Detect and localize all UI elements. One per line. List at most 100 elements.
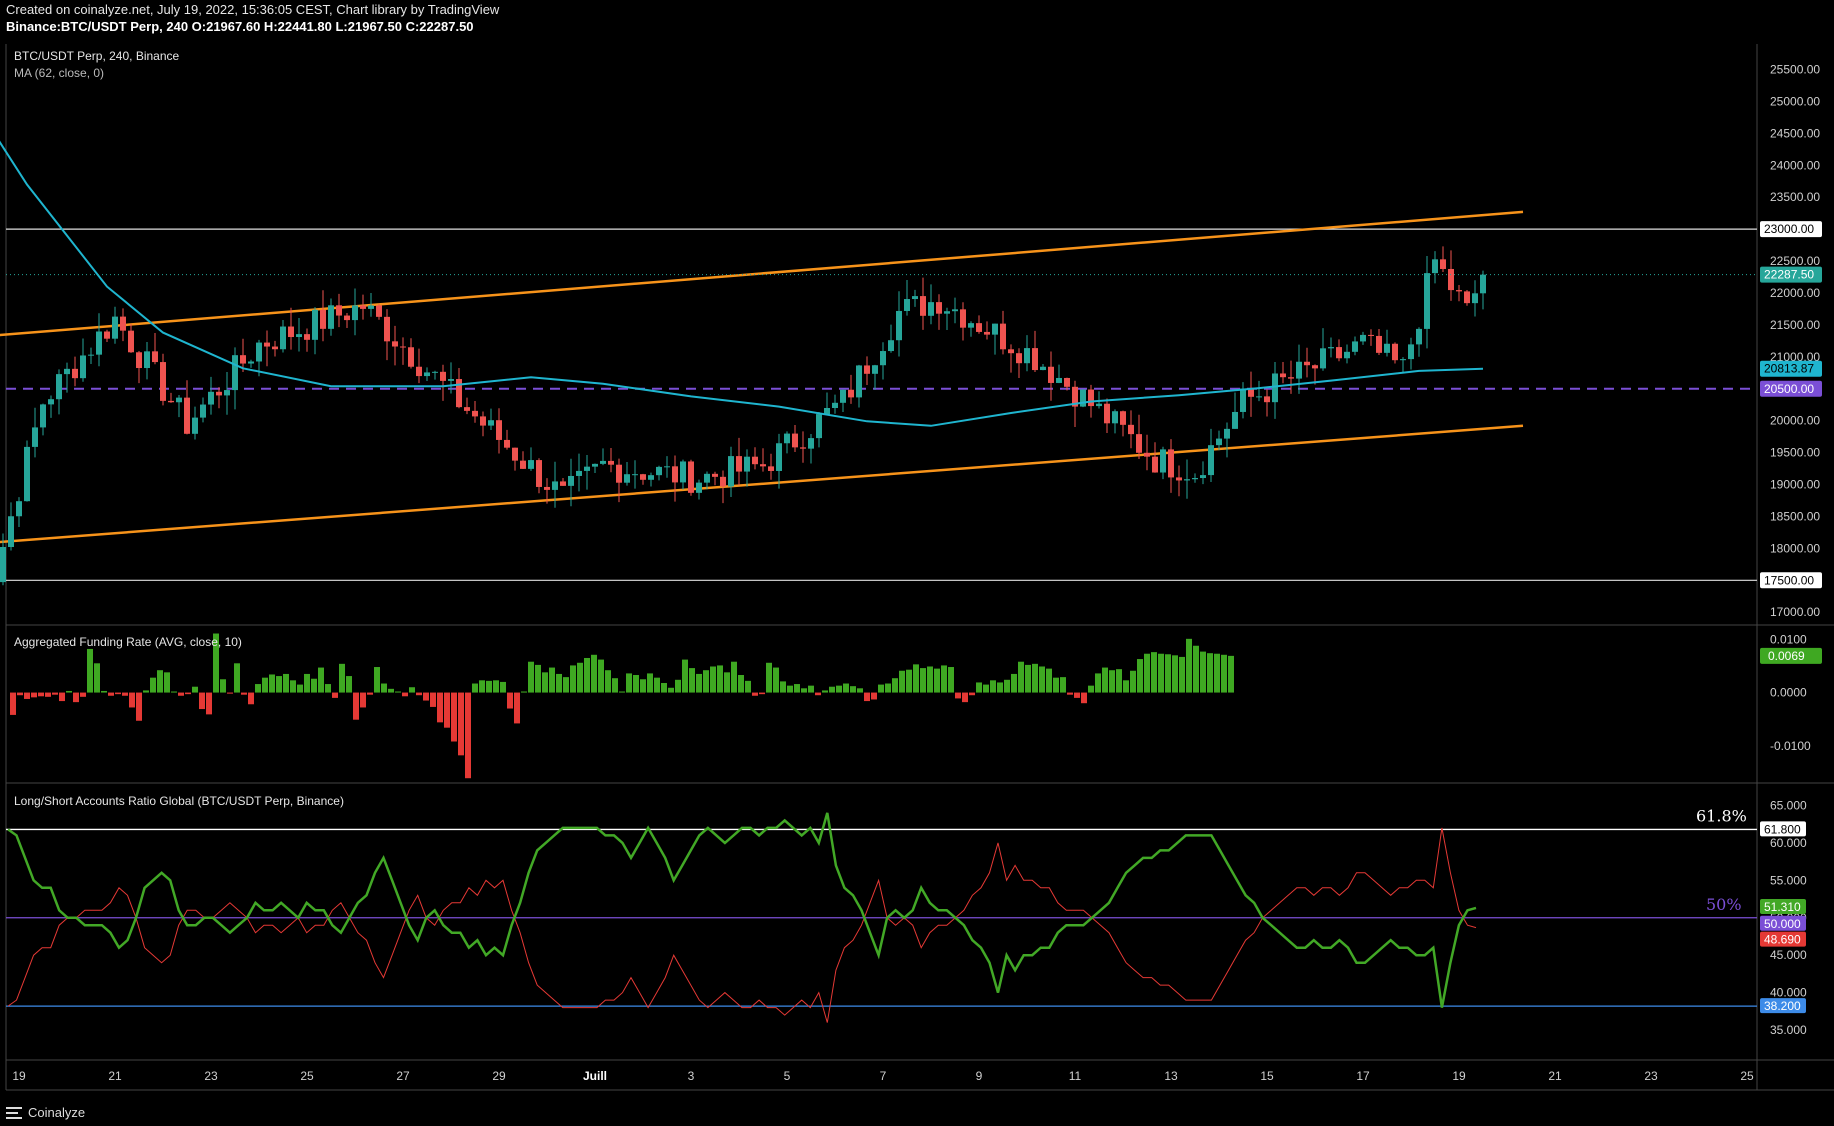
candle-body bbox=[1376, 335, 1382, 353]
menu-icon bbox=[6, 1106, 24, 1119]
candle-body bbox=[1360, 334, 1366, 342]
funding-bar bbox=[913, 664, 919, 693]
tag-long-last bbox=[1760, 898, 1806, 914]
candle-body bbox=[592, 463, 598, 467]
candle-body bbox=[448, 379, 454, 381]
ma-indicator-label: MA (62, close, 0) bbox=[14, 66, 104, 80]
candle-body bbox=[88, 354, 94, 356]
footer-brand[interactable]: Coinalyze bbox=[6, 1105, 85, 1120]
candle-body bbox=[216, 391, 222, 396]
candle-body bbox=[1096, 403, 1102, 407]
candle-body bbox=[1088, 389, 1094, 407]
candle-body bbox=[224, 390, 230, 396]
candle-body bbox=[640, 474, 646, 480]
funding-bar bbox=[1011, 673, 1017, 693]
funding-bar bbox=[269, 674, 275, 693]
candle-body bbox=[576, 470, 582, 476]
candle-body bbox=[680, 461, 686, 483]
funding-bar bbox=[934, 668, 940, 693]
funding-bar bbox=[619, 691, 625, 693]
funding-bar bbox=[1179, 656, 1185, 693]
time-axis-label: 21 bbox=[108, 1069, 122, 1083]
funding-bar bbox=[220, 679, 226, 693]
funding-bar bbox=[367, 692, 373, 695]
funding-bar bbox=[843, 683, 849, 693]
funding-bar bbox=[969, 692, 975, 696]
candle-body bbox=[600, 460, 606, 464]
candle-body bbox=[256, 342, 262, 362]
funding-bar bbox=[332, 692, 338, 698]
funding-bar bbox=[633, 675, 639, 693]
funding-bar bbox=[794, 684, 800, 693]
funding-bar bbox=[59, 692, 65, 702]
candle-body bbox=[960, 309, 966, 328]
candle-body bbox=[1352, 341, 1358, 352]
candle-body bbox=[536, 460, 542, 487]
candle-body bbox=[80, 355, 86, 379]
funding-bar bbox=[178, 692, 184, 696]
candle-body bbox=[1464, 291, 1470, 304]
funding-bar bbox=[1228, 655, 1234, 693]
funding-bar bbox=[1004, 679, 1010, 693]
candle-body bbox=[120, 316, 126, 331]
candle-body bbox=[840, 389, 846, 403]
price-tag bbox=[1760, 266, 1822, 283]
candle-body bbox=[400, 346, 406, 348]
time-axis-label: 13 bbox=[1164, 1069, 1178, 1083]
candle-body bbox=[416, 366, 422, 377]
funding-bar bbox=[997, 682, 1003, 693]
tag-long-last-label: 51.310 bbox=[1764, 900, 1801, 914]
candle-body bbox=[1408, 344, 1414, 360]
candle-body bbox=[152, 351, 158, 363]
candle-body bbox=[128, 330, 134, 353]
candle-body bbox=[368, 305, 374, 309]
funding-bar bbox=[115, 692, 121, 695]
price-tag-label: 22287.50 bbox=[1764, 268, 1814, 282]
funding-bar bbox=[563, 677, 569, 693]
funding-bar bbox=[430, 692, 436, 707]
candle-body bbox=[1168, 449, 1174, 478]
funding-bar bbox=[955, 692, 961, 699]
candle-body bbox=[264, 342, 270, 347]
candle-body bbox=[1312, 365, 1318, 369]
funding-bar bbox=[773, 667, 779, 693]
price-tick-label: 21000.00 bbox=[1770, 350, 1820, 364]
candle-body bbox=[496, 420, 502, 440]
funding-value-tag bbox=[1760, 647, 1822, 664]
candle-body bbox=[408, 347, 414, 367]
funding-bar bbox=[290, 680, 296, 693]
candle-body bbox=[1208, 445, 1214, 476]
long-ratio-line bbox=[7, 812, 1477, 1008]
funding-bar bbox=[1102, 667, 1108, 693]
price-tick-label: 24500.00 bbox=[1770, 126, 1820, 140]
candle-body bbox=[504, 439, 510, 448]
candle-body bbox=[1192, 478, 1198, 480]
funding-bar bbox=[962, 692, 968, 703]
candle-body bbox=[344, 315, 350, 321]
candle-body bbox=[384, 316, 390, 342]
funding-bar bbox=[787, 685, 793, 693]
funding-bar bbox=[703, 670, 709, 693]
funding-bar bbox=[346, 676, 352, 693]
funding-bar bbox=[143, 690, 149, 693]
candle-body bbox=[1288, 377, 1294, 379]
candle-body bbox=[352, 305, 358, 321]
candle-body bbox=[8, 516, 14, 548]
funding-bar bbox=[549, 667, 555, 693]
candle-body bbox=[1048, 366, 1054, 383]
funding-bar bbox=[458, 692, 464, 756]
funding-bar bbox=[213, 633, 219, 693]
price-tick-label: 23500.00 bbox=[1770, 190, 1820, 204]
candle-body bbox=[168, 400, 174, 403]
funding-bar bbox=[871, 692, 877, 700]
candle-body bbox=[880, 351, 886, 366]
funding-bar bbox=[850, 686, 856, 693]
candle-body bbox=[176, 397, 182, 403]
funding-bar bbox=[1067, 692, 1073, 695]
funding-bar bbox=[493, 680, 499, 693]
funding-bar bbox=[17, 692, 23, 696]
candle-body bbox=[1160, 449, 1166, 473]
candle-body bbox=[944, 311, 950, 314]
tag-38-2-label: 38.200 bbox=[1764, 999, 1801, 1013]
